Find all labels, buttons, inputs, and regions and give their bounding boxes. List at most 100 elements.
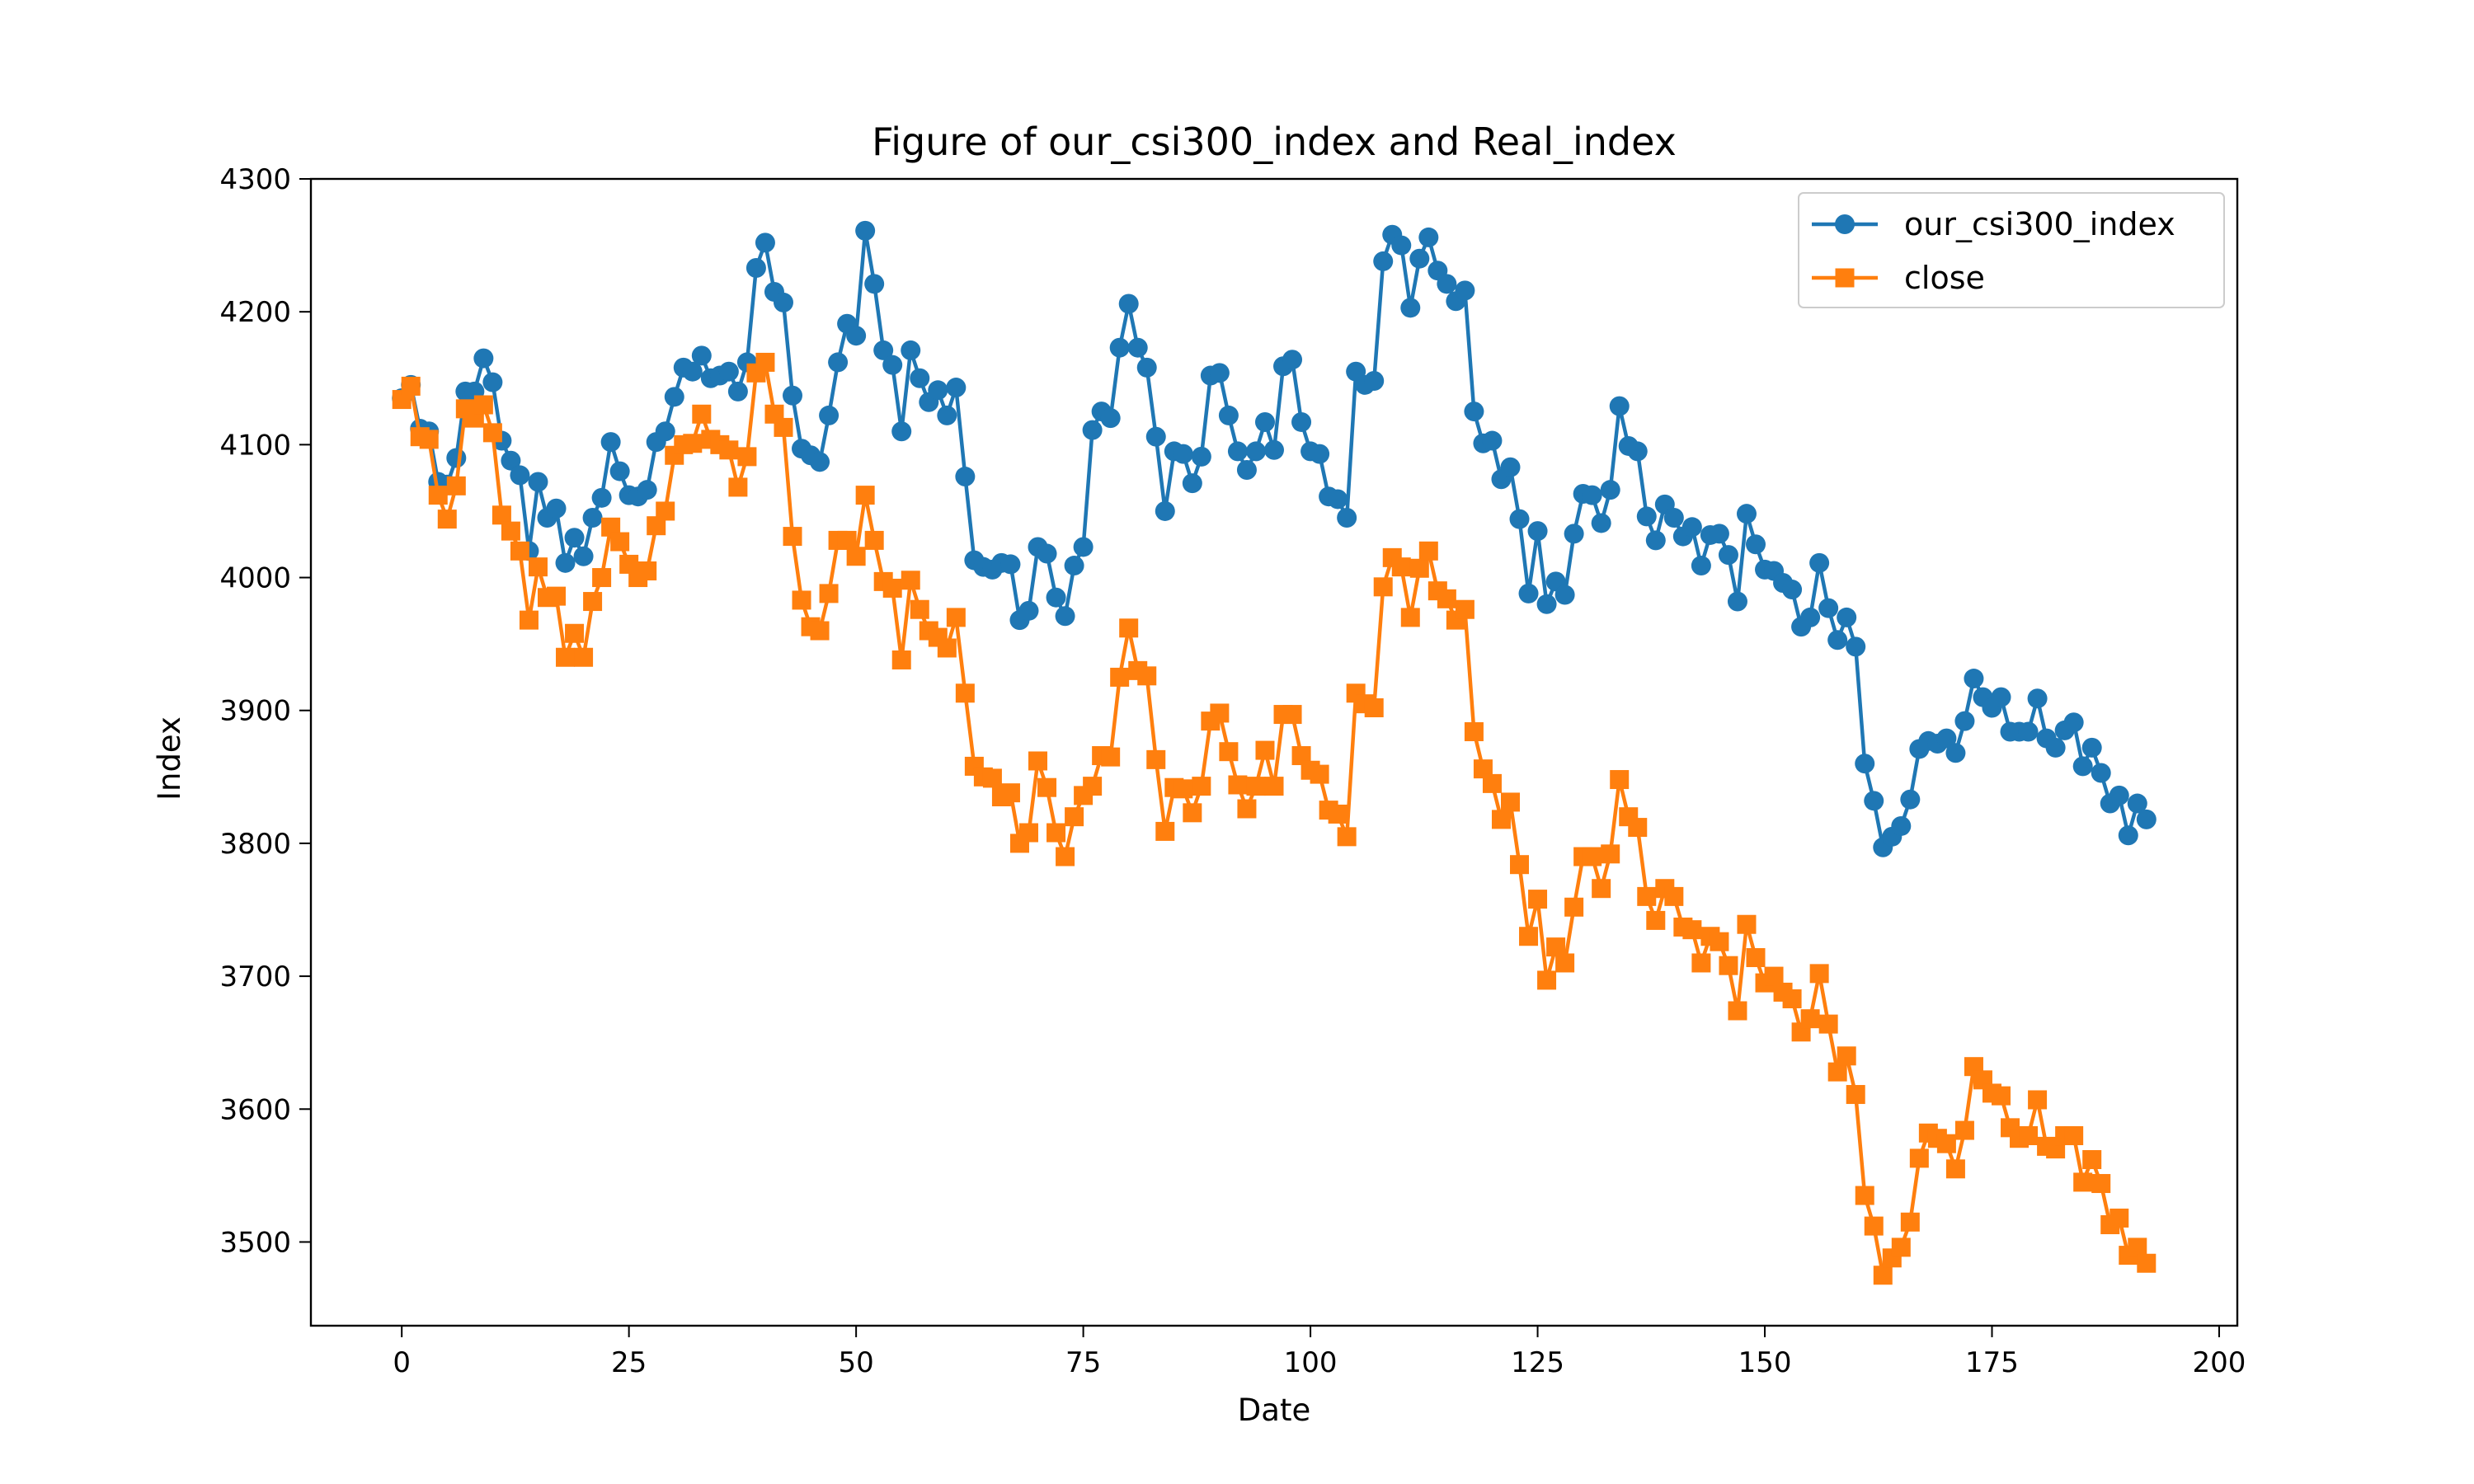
data-point	[1455, 280, 1475, 301]
data-point	[482, 372, 503, 392]
data-point	[510, 541, 529, 561]
data-point	[1527, 521, 1548, 542]
legend-marker	[1835, 268, 1855, 288]
data-point	[564, 528, 585, 548]
data-point	[692, 404, 712, 424]
data-point	[1183, 803, 1202, 823]
data-point	[1682, 920, 1702, 940]
data-point	[1600, 480, 1620, 500]
data-point	[2072, 756, 2093, 777]
data-point	[846, 547, 866, 566]
data-point	[446, 476, 466, 495]
data-point	[437, 510, 457, 529]
data-point	[1228, 775, 1248, 795]
data-point	[565, 623, 585, 643]
data-point	[2064, 1126, 2084, 1146]
data-point	[1254, 411, 1275, 432]
y-tick-label: 4100	[219, 429, 291, 462]
data-point	[1065, 807, 1084, 827]
data-point	[1945, 743, 1966, 763]
data-point	[1500, 457, 1521, 477]
data-point	[1945, 1159, 1965, 1179]
data-point	[2137, 1253, 2157, 1273]
data-point	[1609, 396, 1630, 416]
legend-entry: close	[1812, 260, 1985, 296]
y-axis: 3500 3600 3700 3800 3900 4000 4100 4200 4300	[219, 163, 311, 1259]
data-point	[1236, 459, 1257, 480]
data-point	[727, 381, 748, 402]
data-point	[1455, 599, 1475, 619]
data-point	[2109, 1208, 2129, 1228]
data-point	[1846, 1085, 1865, 1105]
data-point	[1482, 773, 1502, 793]
data-point	[1464, 402, 1484, 422]
data-point	[2063, 712, 2084, 733]
data-point	[1028, 751, 1048, 771]
data-point	[2081, 737, 2102, 758]
data-point	[1800, 607, 1821, 627]
y-tick-label: 4000	[219, 562, 291, 595]
data-point	[583, 592, 603, 612]
data-point	[946, 378, 967, 398]
data-point	[637, 561, 657, 580]
data-point	[609, 461, 630, 481]
data-point	[937, 638, 957, 658]
x-axis: 0 25 50 75 100 125 150 175 200	[393, 1326, 2246, 1379]
data-point	[1718, 545, 1738, 566]
data-point	[1210, 703, 1230, 723]
data-point	[1227, 441, 1248, 462]
data-point	[1136, 357, 1157, 378]
data-point	[1519, 927, 1539, 946]
data-point	[1082, 420, 1103, 440]
data-point	[1809, 964, 1829, 984]
data-point	[928, 380, 948, 401]
data-point	[783, 527, 802, 547]
data-point	[1864, 1216, 1884, 1236]
data-point	[2136, 809, 2157, 829]
data-point	[1782, 580, 1803, 600]
series-close	[392, 352, 2157, 1285]
data-point	[1664, 886, 1684, 906]
data-point	[1337, 827, 1357, 847]
data-point	[1746, 534, 1766, 555]
data-point	[1400, 298, 1421, 318]
data-point	[1174, 779, 1193, 799]
data-point	[1083, 777, 1103, 796]
data-point	[864, 274, 885, 294]
data-point	[1764, 966, 1784, 986]
x-tick-label: 125	[1511, 1346, 1564, 1379]
data-point	[1047, 823, 1066, 843]
data-point	[519, 610, 539, 630]
data-point	[810, 452, 830, 472]
data-point	[1364, 698, 1384, 718]
data-point	[1101, 747, 1121, 767]
data-point	[1056, 847, 1075, 866]
data-point	[1246, 777, 1266, 796]
data-point	[547, 586, 567, 606]
data-point	[2027, 688, 2048, 709]
data-point	[1909, 1148, 1929, 1168]
data-point	[1536, 594, 1557, 614]
data-point	[482, 423, 502, 443]
data-point	[1964, 669, 1984, 689]
x-tick-label: 175	[1965, 1346, 2019, 1379]
data-point	[1218, 405, 1239, 425]
data-point	[1119, 618, 1139, 638]
data-point	[2091, 763, 2111, 783]
data-point	[1936, 728, 1957, 749]
data-point	[1691, 556, 1711, 576]
data-point	[1018, 600, 1039, 621]
data-point	[1282, 350, 1303, 370]
data-point	[1837, 607, 1857, 627]
data-point	[1855, 1186, 1874, 1205]
data-point	[810, 621, 830, 641]
chart-title: Figure of our_csi300_index and Real_inde…	[872, 120, 1677, 164]
data-point	[1691, 953, 1711, 973]
data-point	[1628, 818, 1648, 838]
data-point	[1155, 500, 1175, 521]
data-point	[446, 448, 467, 468]
data-point	[910, 368, 930, 388]
data-point	[1737, 914, 1757, 934]
data-point	[1237, 799, 1257, 819]
data-point	[1500, 792, 1520, 812]
